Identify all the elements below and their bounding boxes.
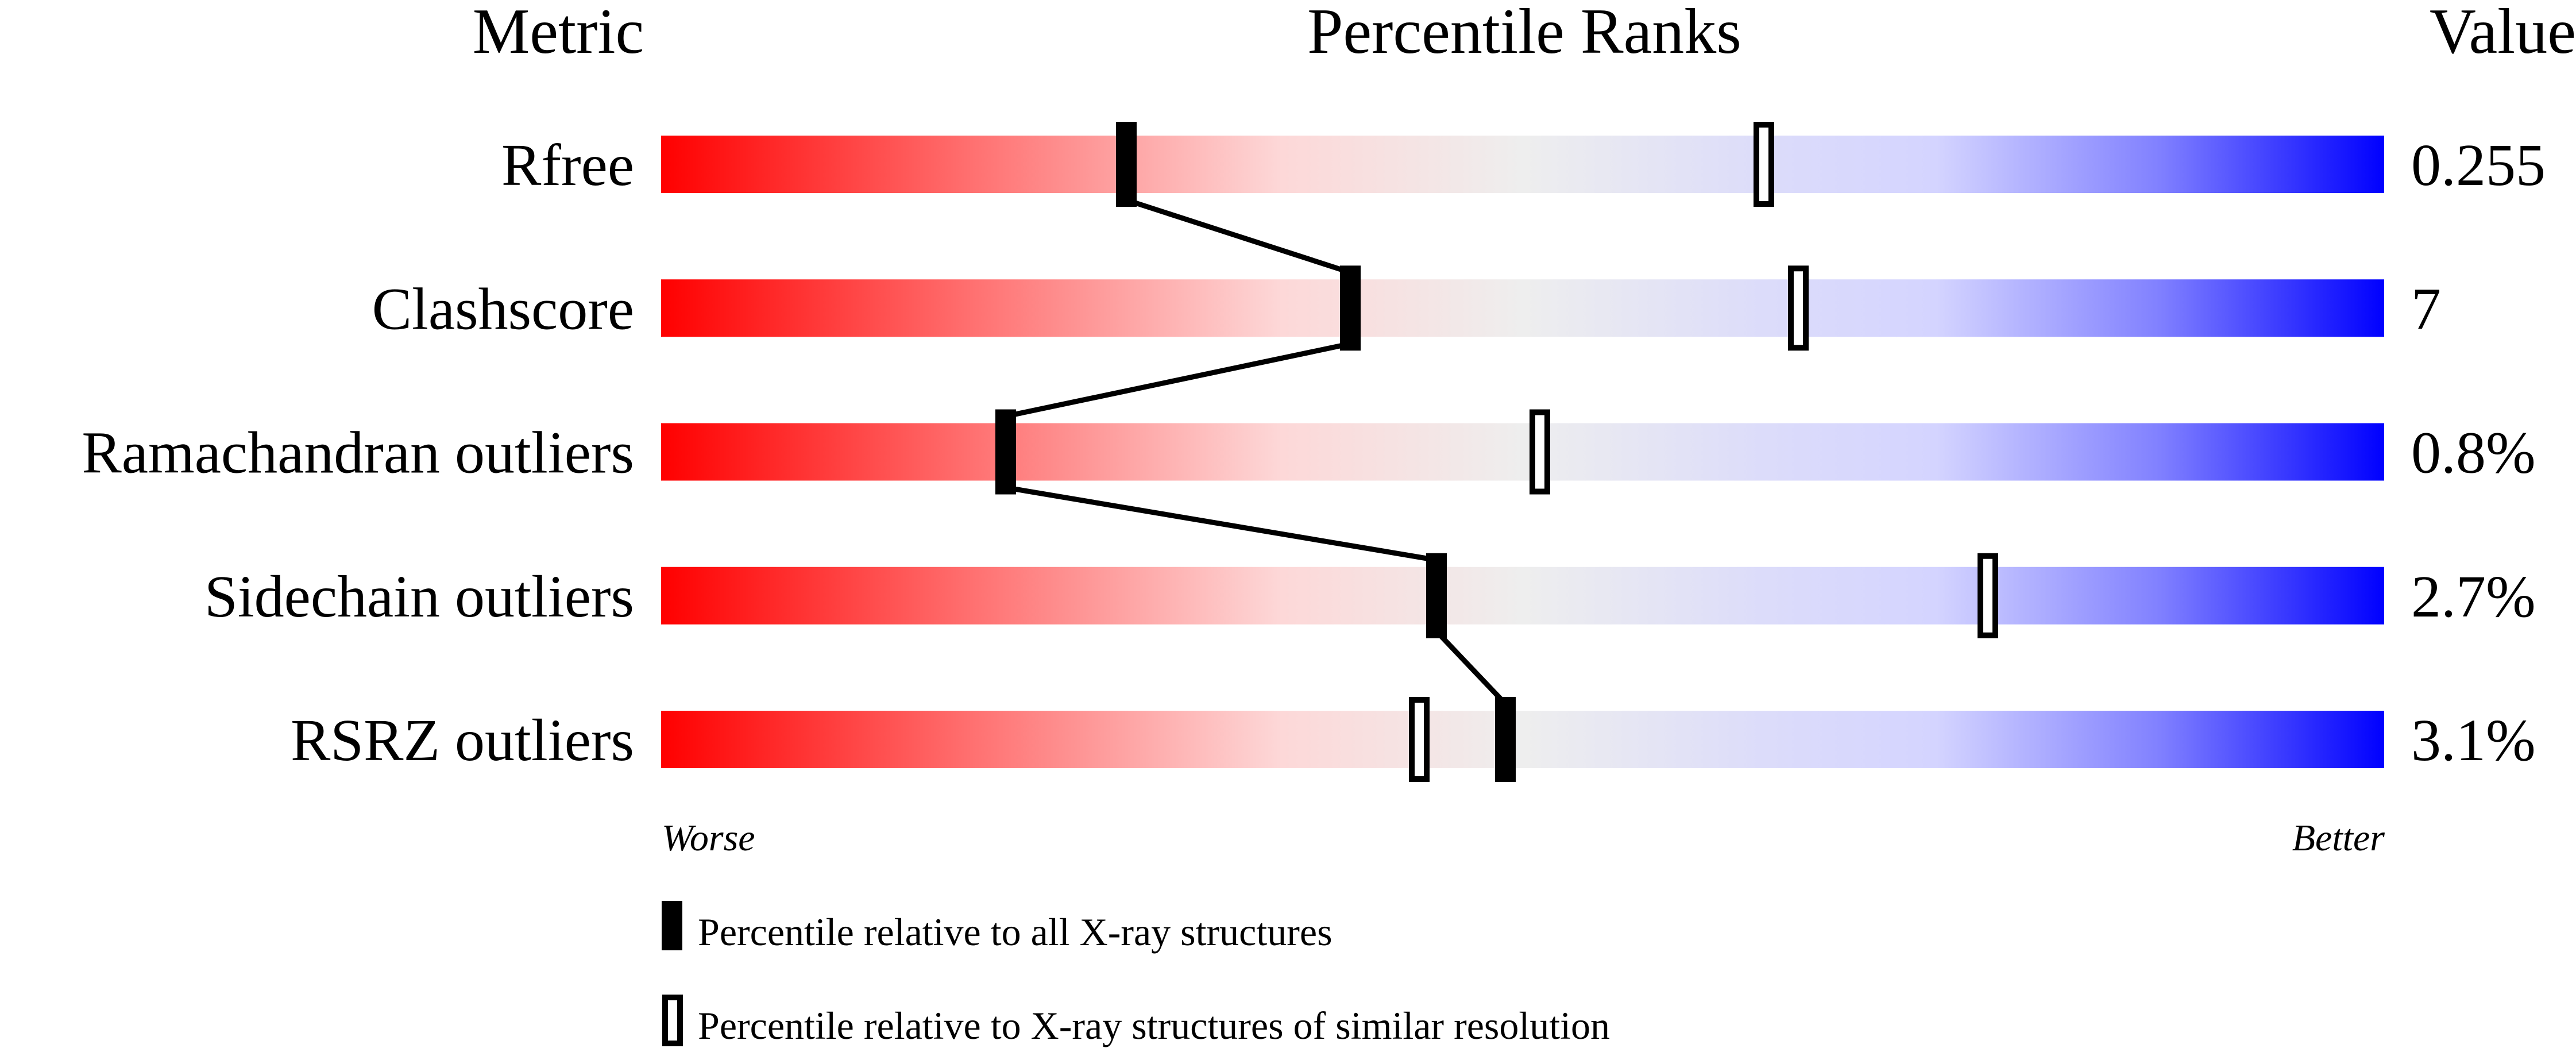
all-structures-marker [1116, 122, 1137, 207]
all-structures-marker [995, 409, 1016, 495]
metric-label: Clashscore [372, 276, 634, 342]
metric-label: Rfree [501, 132, 634, 198]
percentile-bar [661, 711, 2384, 768]
connector-line [1005, 341, 1351, 419]
similar-resolution-marker [1978, 553, 1998, 638]
header-metric: Metric [473, 0, 644, 67]
all-structures-marker [1495, 697, 1516, 782]
header-value: Value [2430, 0, 2576, 67]
similar-resolution-marker [1409, 697, 1430, 782]
legend-filled-marker-icon [662, 901, 682, 950]
metric-value: 3.1% [2411, 707, 2536, 773]
legend-open-marker-icon [662, 995, 683, 1046]
percentile-bar [661, 136, 2384, 193]
metric-value: 0.255 [2411, 132, 2546, 198]
similar-resolution-marker [1754, 122, 1774, 207]
percentile-bar [661, 279, 2384, 337]
better-label: Better [2292, 817, 2385, 859]
metric-label: Ramachandran outliers [82, 420, 634, 486]
legend-open-label: Percentile relative to X-ray structures … [698, 1004, 1610, 1047]
metric-value: 7 [2411, 276, 2441, 342]
similar-resolution-marker [1530, 409, 1550, 495]
percentile-bar [661, 567, 2384, 625]
similar-resolution-marker [1788, 265, 1809, 351]
legend-filled-label: Percentile relative to all X-ray structu… [698, 910, 1333, 954]
metric-label: RSRZ outliers [291, 707, 634, 773]
all-structures-marker [1340, 265, 1361, 351]
header-percentile-ranks: Percentile Ranks [1307, 0, 1741, 67]
all-structures-marker [1426, 553, 1447, 638]
metric-value: 2.7% [2411, 564, 2536, 630]
connector-line [1434, 629, 1508, 706]
percentile-bar [661, 423, 2384, 481]
worse-label: Worse [662, 817, 755, 859]
connector-line [1125, 197, 1351, 275]
metric-label: Sidechain outliers [204, 564, 634, 630]
connector-line [1005, 485, 1437, 563]
metric-value: 0.8% [2411, 420, 2536, 486]
